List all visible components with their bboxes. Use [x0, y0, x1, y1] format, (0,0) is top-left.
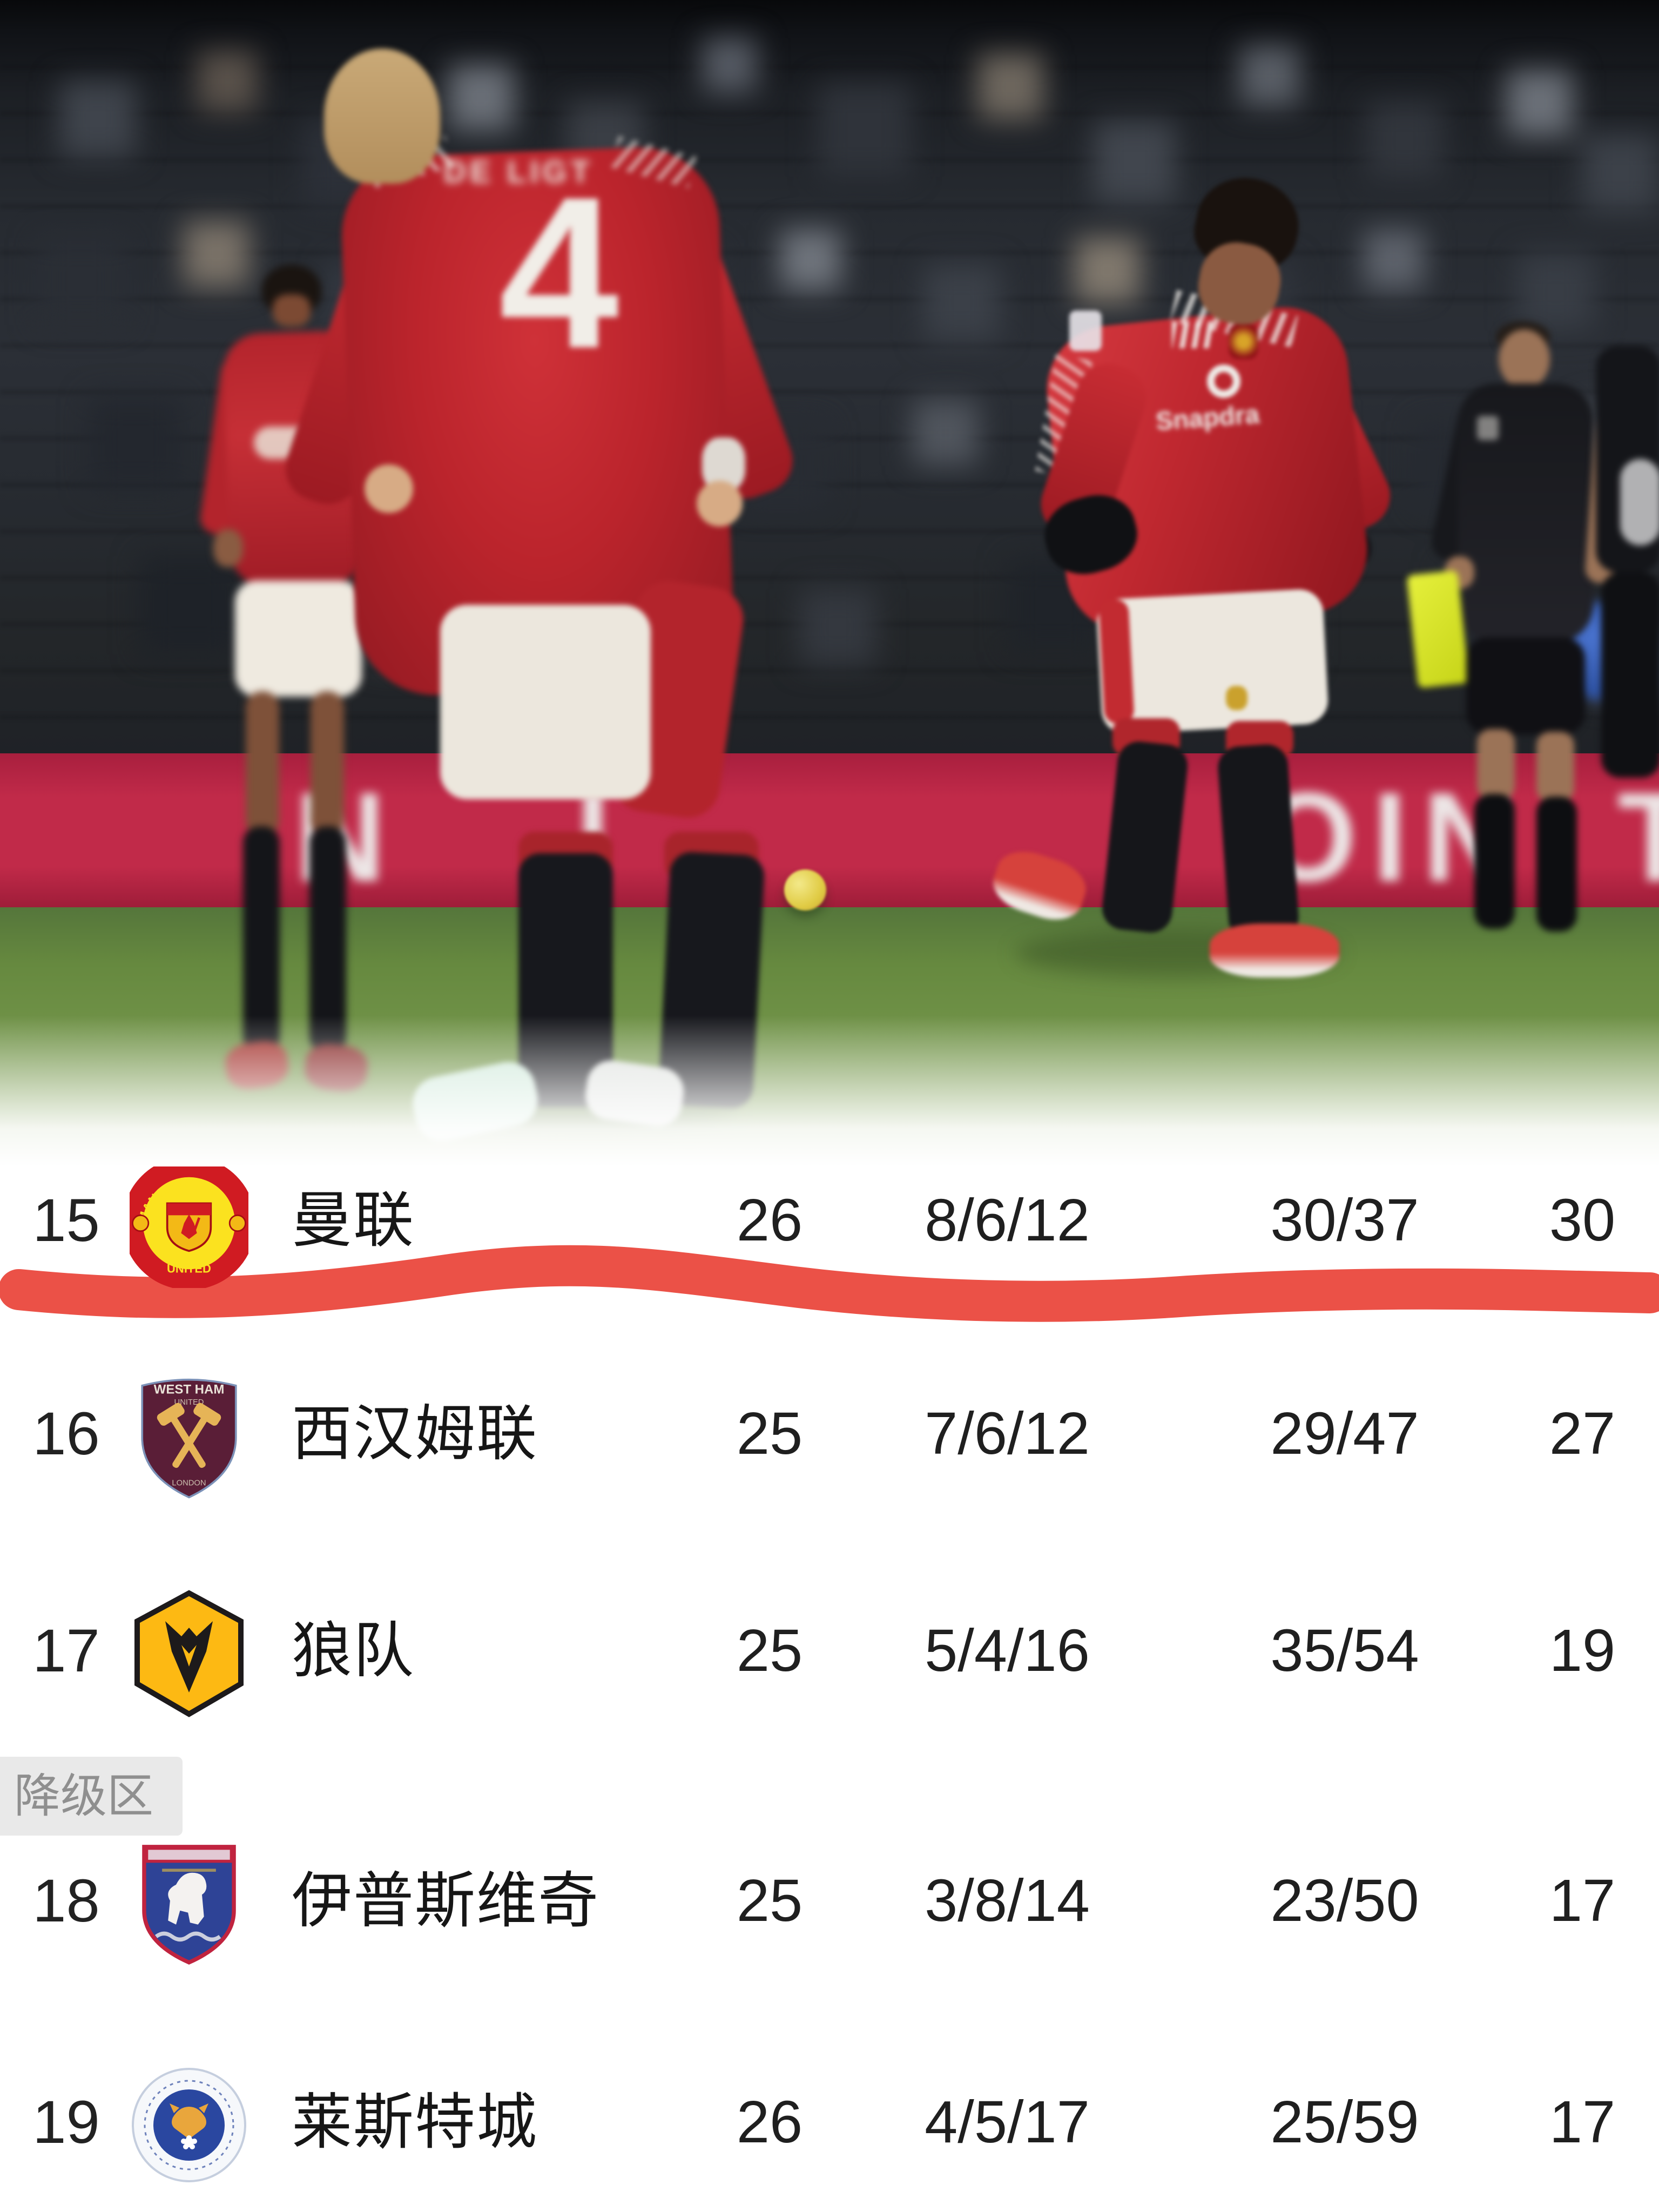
match-photo: N I OIN T [0, 0, 1659, 1166]
rank-cell: 18 [32, 1867, 100, 1934]
casemiro-sock [1100, 739, 1190, 935]
team-name: 狼队 [292, 1617, 415, 1684]
goals-cell: 35/54 [1270, 1617, 1419, 1684]
goals-cell: 23/50 [1270, 1867, 1419, 1934]
badge-text: LONDON [172, 1479, 206, 1487]
rank-cell: 17 [32, 1617, 100, 1684]
table-row-wolves[interactable]: 17 狼队 25 5/4/16 35/54 19 [0, 1586, 1659, 1718]
goals-cell: 30/37 [1270, 1187, 1419, 1253]
points-cell: 17 [1549, 2089, 1616, 2155]
player-4-hair [324, 49, 440, 184]
player-4-shirt-name: DE LIGT [443, 154, 594, 190]
team-name: 莱斯特城 [292, 2088, 538, 2156]
rank-cell: 16 [32, 1400, 100, 1467]
win-draw-loss-cell: 4/5/17 [925, 2089, 1090, 2155]
football [784, 869, 826, 911]
player-number-4: DE LIGT 4 [277, 49, 802, 1166]
referee-shorts [1466, 637, 1585, 734]
played-cell: 26 [736, 1187, 803, 1253]
casemiro-boot [987, 843, 1092, 928]
referee-right-edge [1584, 324, 1659, 918]
played-cell: 25 [736, 1617, 803, 1684]
crowd-bokeh [0, 0, 1, 1]
table-row-man-utd[interactable]: 15 MANCHESTER UNITED 曼联 26 8/6/12 30/37 … [0, 1156, 1659, 1288]
goals-cell: 25/59 [1270, 2089, 1419, 2155]
goals-cell: 29/47 [1270, 1400, 1419, 1467]
player-left-leg [311, 691, 344, 837]
table-row-west-ham[interactable]: 16 WEST HAM UNITED LONDON 西汉姆联 25 7/6/12… [0, 1369, 1659, 1499]
highlight-underline [0, 1245, 1659, 1322]
played-cell: 25 [736, 1400, 803, 1467]
badge-text: UNITED [174, 1398, 204, 1407]
rank-cell: 15 [32, 1186, 100, 1254]
win-draw-loss-cell: 3/8/14 [925, 1867, 1090, 1934]
premier-league-sleeve-badge [1069, 311, 1102, 351]
referee-badge [1477, 416, 1499, 440]
referee-head [1499, 329, 1550, 389]
points-cell: 30 [1549, 1187, 1616, 1253]
relegation-zone-label: 降级区 [0, 1757, 183, 1836]
club-crest-on-shirt [1229, 324, 1258, 359]
player-left-shorts [235, 581, 362, 697]
photo-white-fade [0, 1015, 1659, 1166]
referee-leg [1477, 729, 1515, 799]
casemiro-boot [1210, 923, 1339, 977]
referee-sock [1536, 797, 1577, 932]
player-4-hand [365, 464, 413, 513]
player-left-leg [246, 691, 279, 837]
win-draw-loss-cell: 5/4/16 [925, 1617, 1090, 1684]
badge-text: UNITED [167, 1262, 211, 1276]
table-row-leicester[interactable]: 19 莱斯特城 26 4/5/17 25/59 17 [0, 2058, 1659, 2187]
rank-cell: 19 [32, 2088, 100, 2156]
badge-text: WEST HAM [154, 1382, 225, 1397]
win-draw-loss-cell: 7/6/12 [925, 1400, 1090, 1467]
casemiro-shorts-crest [1226, 686, 1247, 710]
adidas-logo [1172, 321, 1212, 348]
player-4-shorts [440, 605, 651, 799]
points-cell: 19 [1549, 1617, 1616, 1684]
played-cell: 26 [736, 2089, 803, 2155]
team-name: 西汉姆联 [292, 1400, 538, 1467]
points-cell: 17 [1549, 1867, 1616, 1934]
win-draw-loss-cell: 8/6/12 [925, 1187, 1090, 1253]
referee-white-sleeve [1620, 459, 1659, 545]
player-4-shirt-number: 4 [498, 152, 619, 393]
player-left-face [273, 294, 311, 327]
team-name: 曼联 [292, 1186, 415, 1254]
snapdragon-logo [1207, 365, 1240, 398]
referee-sock [1474, 794, 1515, 929]
ipswich-crest-icon [130, 1839, 248, 1968]
referee-leg [1536, 732, 1574, 802]
team-name: 伊普斯维奇 [292, 1867, 599, 1934]
ad-board-letter: OIN [1258, 766, 1529, 908]
played-cell: 25 [736, 1867, 803, 1934]
table-row-ipswich[interactable]: 18 伊普斯维奇 25 3/8/14 23/50 17 [0, 1836, 1659, 1966]
player-casemiro: Snapdra [987, 168, 1437, 977]
ad-board-letter: T [1617, 770, 1659, 905]
casemiro-sock [1216, 743, 1300, 942]
leicester-crest-icon [130, 2060, 248, 2190]
referee-legs [1601, 572, 1659, 778]
player-left-hand [213, 529, 243, 567]
points-cell: 27 [1549, 1400, 1616, 1467]
west-ham-crest-icon: WEST HAM UNITED LONDON [130, 1372, 248, 1501]
wolves-crest-icon [130, 1589, 248, 1718]
man-utd-crest-icon: MANCHESTER UNITED [130, 1158, 248, 1288]
player-4-hand [697, 481, 743, 527]
assistant-referee [1404, 292, 1631, 932]
